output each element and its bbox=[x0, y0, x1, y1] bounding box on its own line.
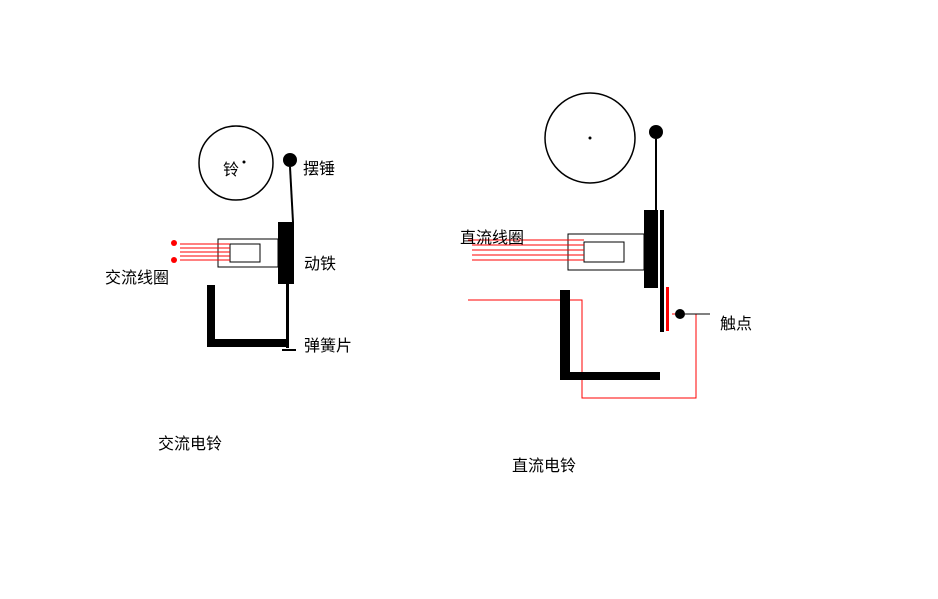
title-ac: 交流电铃 bbox=[158, 430, 222, 454]
label-bell-ac: 铃 bbox=[223, 156, 239, 180]
diagram-canvas bbox=[0, 0, 938, 599]
label-iron-ac: 动铁 bbox=[304, 250, 336, 274]
label-spring-ac: 弹簧片 bbox=[304, 332, 352, 356]
label-coil-ac: 交流线圈 bbox=[105, 264, 169, 288]
label-hammer-ac: 摆锤 bbox=[303, 155, 335, 179]
label-contact-dc: 触点 bbox=[720, 310, 752, 334]
title-dc: 直流电铃 bbox=[512, 452, 576, 476]
label-coil-dc: 直流线圈 bbox=[460, 224, 524, 248]
